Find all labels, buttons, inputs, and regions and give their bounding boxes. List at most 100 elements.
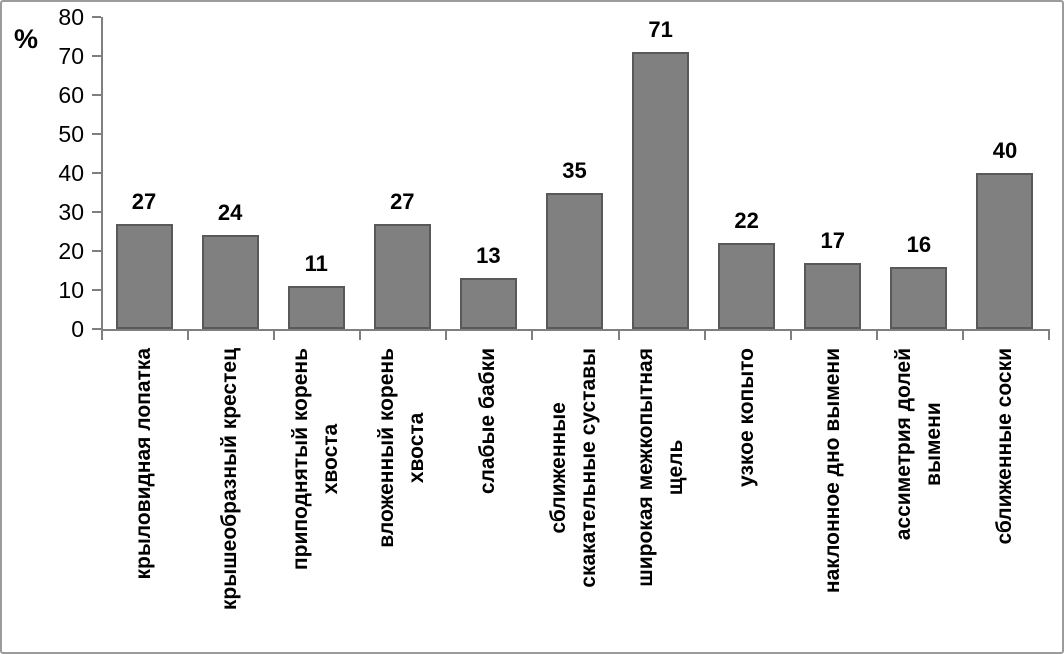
x-axis-line <box>101 329 1050 331</box>
y-tick-label: 80 <box>58 4 84 30</box>
x-category-label-text: ассиметрия долей вымени <box>889 348 949 540</box>
y-tick-mark <box>92 250 101 252</box>
bar <box>804 262 862 329</box>
x-category-label: узкое копыто <box>704 340 790 640</box>
y-tick-mark <box>92 289 101 291</box>
y-tick-mark <box>92 55 101 57</box>
bar-value-label: 13 <box>476 243 501 269</box>
bar <box>115 223 173 329</box>
x-tick-mark <box>445 329 448 340</box>
x-category-label: крышеобразный крестец <box>187 340 273 640</box>
x-tick-mark <box>789 329 792 340</box>
x-tick-mark <box>273 329 276 340</box>
x-tick-mark <box>101 329 103 340</box>
bar-value-label: 27 <box>131 188 157 214</box>
x-category-label-line: наклонное дно вымени <box>820 348 844 594</box>
bar <box>287 286 345 329</box>
y-tick-mark <box>92 94 101 96</box>
bar <box>546 192 603 329</box>
x-tick-mark <box>359 329 362 340</box>
y-tick-mark <box>92 133 101 135</box>
bar-value-label: 11 <box>304 251 328 277</box>
x-category-label-line: широкая межкопытная <box>633 348 657 587</box>
x-tick-mark <box>1048 329 1050 340</box>
x-category-label-text: наклонное дно вымени <box>818 348 848 593</box>
x-category-label-cell: сближенные соски <box>962 340 1048 640</box>
bar-value-label: 22 <box>734 208 759 234</box>
x-category-label: наклонное дно вымени <box>790 340 876 640</box>
x-category-label: приподнятый корень хвоста <box>273 340 359 640</box>
x-category-label-text: сближенные скакательные суставы <box>544 348 604 588</box>
x-category-label: ассиметрия долей вымени <box>876 340 962 640</box>
x-tick-mark <box>961 329 964 340</box>
y-tick-label: 0 <box>71 316 84 342</box>
x-category-label-cell: слабые бабки <box>445 340 531 640</box>
x-category-label-cell: узкое копыто <box>704 340 790 640</box>
y-tick-mark <box>92 328 101 330</box>
x-category-label-line: щель <box>663 439 687 496</box>
x-category-label-cell: вложенный корень хвоста <box>359 340 445 640</box>
x-category-label: крыловидная лопатка <box>101 340 187 640</box>
x-category-label-line: слабые бабки <box>476 348 500 495</box>
bar-value-label: 71 <box>648 17 673 43</box>
bar-value-label: 17 <box>820 227 845 253</box>
x-category-label-line: сближенные <box>547 402 571 534</box>
x-category-label-line: узкое копыто <box>734 348 758 487</box>
x-tick-mark <box>187 329 190 340</box>
x-category-label-line: крыловидная лопатка <box>132 348 156 580</box>
x-tick-mark <box>875 329 878 340</box>
x-category-label: слабые бабки <box>445 340 531 640</box>
x-category-label-cell: крышеобразный крестец <box>187 340 273 640</box>
x-category-label-line: вымени <box>921 402 945 486</box>
x-category-label: сближенные скакательные суставы <box>531 340 617 640</box>
x-category-label-text: сближенные соски <box>990 348 1020 545</box>
x-category-label: широкая межкопытная щель <box>618 340 704 640</box>
bar <box>632 52 690 329</box>
bar <box>890 266 948 329</box>
x-category-label-line: крышеобразный крестец <box>218 348 242 611</box>
y-tick-mark <box>92 16 101 18</box>
x-tick-mark <box>703 329 706 340</box>
x-category-label-cell: сближенные скакательные суставы <box>531 340 617 640</box>
x-category-label-line: ассиметрия долей <box>891 348 915 541</box>
x-category-label-text: широкая межкопытная щель <box>631 348 691 587</box>
x-category-label-text: вложенный корень хвоста <box>372 348 432 548</box>
x-category-label-cell: наклонное дно вымени <box>790 340 876 640</box>
x-category-label-text: крыловидная лопатка <box>129 348 159 580</box>
x-tick-mark <box>617 329 620 340</box>
x-category-label-text: узкое копыто <box>732 348 762 487</box>
bar <box>718 243 776 329</box>
y-tick-label: 30 <box>58 199 84 225</box>
x-category-label-cell: приподнятый корень хвоста <box>273 340 359 640</box>
x-category-label-line: хвоста <box>405 412 429 484</box>
bar-value-label: 24 <box>217 200 243 226</box>
x-category-label-line: сближенные соски <box>992 348 1016 545</box>
y-axis-unit-label: % <box>14 24 39 54</box>
x-category-label-line: приподнятый корень <box>289 348 313 571</box>
x-category-label: вложенный корень хвоста <box>359 340 445 640</box>
y-tick-label: 70 <box>58 43 84 69</box>
x-tick-mark <box>531 329 534 340</box>
y-axis-line <box>101 17 103 331</box>
x-category-label-line: хвоста <box>319 423 343 495</box>
y-tick-label: 40 <box>58 160 84 186</box>
x-category-label-text: слабые бабки <box>473 348 503 494</box>
bar-value-label: 35 <box>562 157 587 183</box>
y-tick-label: 20 <box>58 238 84 264</box>
bar-value-label: 40 <box>992 138 1018 163</box>
bar <box>976 173 1034 329</box>
y-tick-label: 50 <box>58 121 84 147</box>
bar-value-label: 16 <box>906 231 932 257</box>
bar <box>201 235 259 329</box>
x-category-label-text: крышеобразный крестец <box>215 348 245 610</box>
x-category-label-text: приподнятый корень хвоста <box>286 348 346 570</box>
x-category-label-cell: широкая межкопытная щель <box>618 340 704 640</box>
x-category-label-line: скакательные суставы <box>577 348 601 588</box>
y-tick-label: 10 <box>58 277 84 303</box>
bar <box>459 278 517 329</box>
x-category-label: сближенные соски <box>962 340 1048 640</box>
x-category-label-cell: крыловидная лопатка <box>101 340 187 640</box>
bar <box>373 223 431 329</box>
bar-value-label: 27 <box>390 188 415 214</box>
